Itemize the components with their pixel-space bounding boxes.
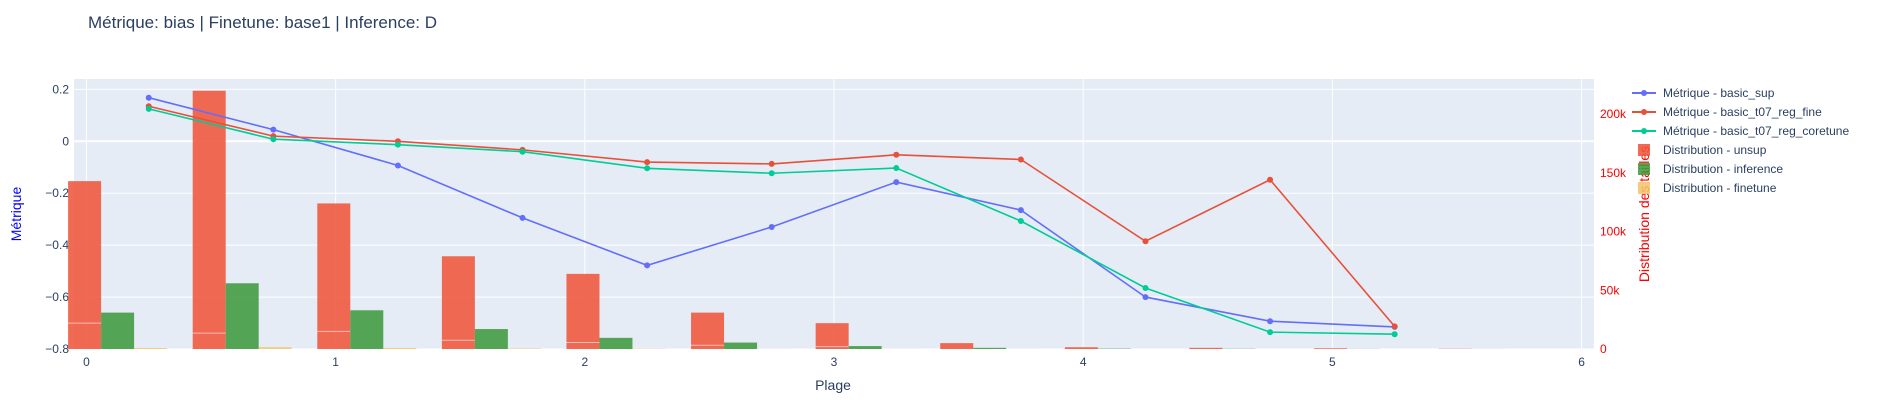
bar [317, 203, 351, 349]
x-tick-label: 1 [332, 355, 339, 369]
bar [350, 310, 384, 349]
plot-area: 0 1 2 3 4 5 6 0.2 0 −0.2 −0.4 −0.6 −0.8 0 50k 100k 150k 2… [45, 79, 1627, 369]
x-axis-label: Plage [815, 377, 851, 393]
y-left-tick-label: −0.4 [45, 238, 69, 252]
bar [383, 347, 417, 349]
bar-series [134, 347, 1538, 349]
bar [1064, 347, 1098, 349]
line-point [644, 262, 651, 269]
bar [973, 347, 1007, 349]
line-point [519, 214, 526, 221]
legend-item: Métrique - basic_sup [1632, 86, 1775, 100]
y-right-tick-label: 200k [1600, 107, 1627, 121]
line-point [1391, 323, 1398, 330]
line-series [145, 105, 1398, 338]
legend-item: Distribution - unsup [1638, 143, 1767, 157]
line-point [519, 148, 526, 155]
bar [441, 256, 475, 349]
legend: Métrique - basic_sup Métrique - basic_t07… [1632, 86, 1849, 195]
line-point [270, 126, 277, 133]
y-right-tick-label: 0 [1600, 342, 1607, 356]
bar-series [68, 90, 1472, 349]
bar [258, 347, 292, 349]
y-right-tick-label: 150k [1600, 166, 1627, 180]
legend-item: Métrique - basic_t07_reg_fine [1632, 105, 1822, 119]
chart-title: Métrique: bias | Finetune: base1 | Infer… [88, 13, 437, 32]
legend-item: Distribution - inference [1638, 162, 1783, 176]
y-axis-label-left: Métrique [8, 187, 24, 242]
legend-label: Distribution - inference [1663, 162, 1783, 176]
x-tick-label: 0 [83, 355, 90, 369]
y-left-tick-label: −0.8 [45, 342, 69, 356]
legend-marker [1641, 128, 1647, 134]
line-point [893, 179, 900, 186]
line-point [893, 165, 900, 172]
line-point [768, 223, 775, 230]
line-point [644, 159, 651, 166]
line-point [394, 141, 401, 148]
line-point [893, 151, 900, 158]
y-left-tick-label: 0 [62, 134, 69, 148]
legend-label: Distribution - unsup [1663, 143, 1767, 157]
bar [68, 181, 102, 349]
legend-label: Métrique - basic_t07_reg_fine [1663, 105, 1822, 119]
x-tick-label: 2 [581, 355, 588, 369]
y-right-tick-label: 50k [1600, 283, 1620, 297]
bar [848, 346, 882, 349]
x-tick-label: 4 [1080, 355, 1087, 369]
line-point [768, 170, 775, 177]
line-point [1017, 156, 1024, 163]
legend-bar-swatch [1638, 182, 1650, 194]
bar [1314, 348, 1348, 349]
bar [815, 323, 849, 349]
line-point [1142, 238, 1149, 245]
line-point [1267, 318, 1274, 325]
line-point [270, 136, 277, 143]
x-tick-label: 3 [831, 355, 838, 369]
bar [225, 283, 259, 349]
y-right-tick-label: 100k [1600, 225, 1627, 239]
y-left-tick-label: −0.2 [45, 186, 69, 200]
bar [566, 273, 600, 349]
x-tick-label: 6 [1578, 355, 1585, 369]
bar [940, 343, 974, 349]
legend-label: Métrique - basic_t07_reg_coretune [1663, 124, 1849, 138]
line-point [1017, 218, 1024, 225]
y-left-tick-label: −0.6 [45, 290, 69, 304]
legend-bar-swatch [1638, 163, 1650, 175]
line-point [644, 165, 651, 172]
line-point [394, 162, 401, 169]
y-axis-label-right: Distribution des tailles [1636, 146, 1652, 282]
bar [474, 329, 508, 349]
line-point [145, 94, 152, 101]
legend-item: Métrique - basic_t07_reg_coretune [1632, 124, 1849, 138]
line-point [1142, 284, 1149, 291]
legend-marker [1641, 90, 1647, 96]
legend-marker [1641, 109, 1647, 115]
line-point [768, 160, 775, 167]
line-series [145, 94, 1398, 330]
legend-bar-swatch [1638, 144, 1650, 156]
line-point [1267, 329, 1274, 336]
legend-item: Distribution - finetune [1638, 181, 1777, 195]
legend-label: Distribution - finetune [1663, 181, 1777, 195]
y-left-tick-label: 0.2 [52, 82, 69, 96]
line-point [1142, 294, 1149, 301]
legend-label: Métrique - basic_sup [1663, 86, 1775, 100]
bar [134, 348, 168, 349]
bar [192, 90, 226, 349]
bar [599, 337, 633, 349]
line-point [1017, 207, 1024, 214]
line-point [145, 105, 152, 112]
x-tick-label: 5 [1329, 355, 1336, 369]
bar [101, 312, 135, 349]
line-point [1267, 176, 1274, 183]
bar-series [101, 283, 1505, 349]
bar [724, 342, 758, 349]
bar [691, 312, 725, 349]
bar [1189, 347, 1223, 349]
line-point [1391, 331, 1398, 338]
